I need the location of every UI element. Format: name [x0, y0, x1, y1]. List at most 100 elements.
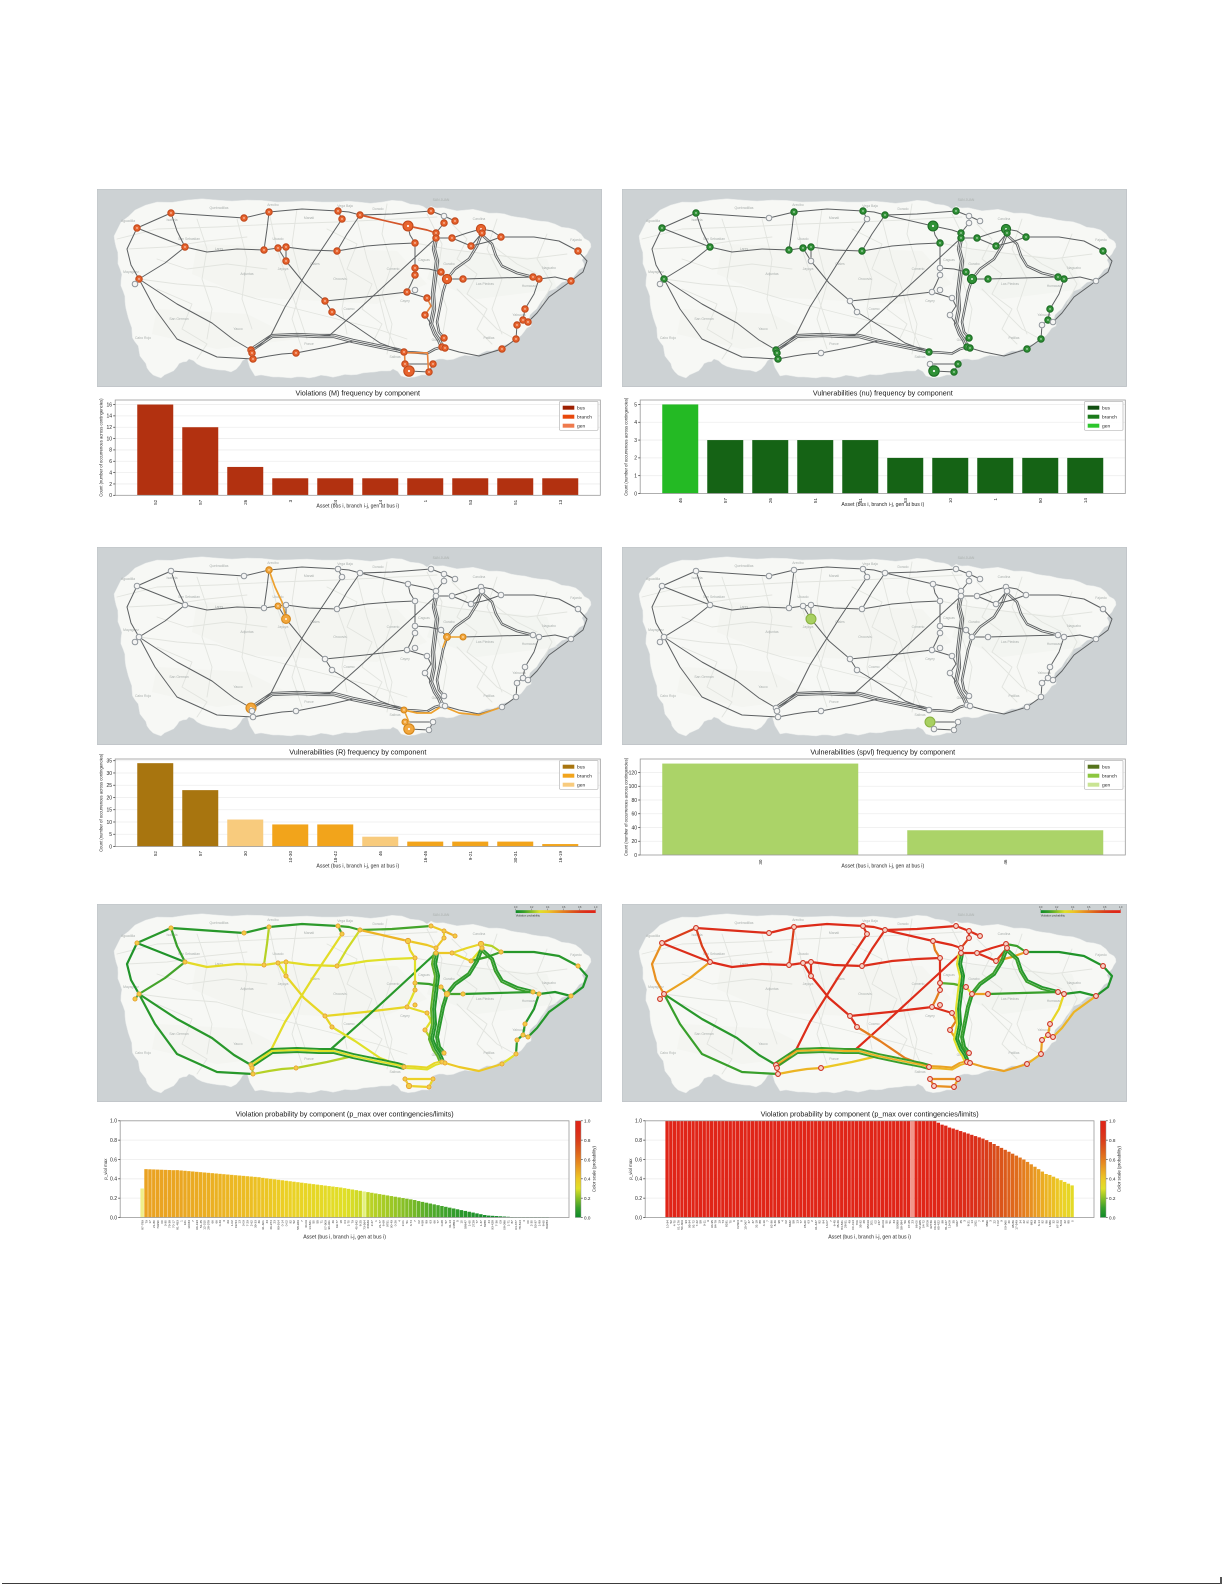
svg-text:Aguadilla: Aguadilla	[646, 934, 660, 938]
svg-text:91-601: 91-601	[261, 1220, 265, 1230]
svg-text:0.2: 0.2	[1055, 906, 1059, 909]
svg-text:63: 63	[429, 1220, 433, 1224]
svg-text:22: 22	[992, 1220, 996, 1224]
svg-text:Yabucoa: Yabucoa	[1037, 671, 1050, 675]
svg-text:78-513: 78-513	[518, 1220, 522, 1230]
svg-text:Las Piedras: Las Piedras	[476, 640, 494, 644]
svg-text:66: 66	[215, 1220, 219, 1224]
svg-text:9708: 9708	[925, 1220, 929, 1227]
svg-text:Salinas: Salinas	[914, 355, 925, 359]
svg-text:69-77: 69-77	[335, 1220, 339, 1228]
svg-text:84: 84	[821, 1220, 825, 1224]
svg-text:46: 46	[678, 498, 683, 504]
svg-text:Caguas: Caguas	[943, 973, 955, 977]
svg-text:57: 57	[198, 850, 203, 856]
svg-text:7: 7	[300, 1220, 304, 1222]
svg-text:19-08: 19-08	[947, 1220, 951, 1228]
svg-text:Orocovis: Orocovis	[858, 635, 872, 639]
svg-text:1386: 1386	[1048, 1220, 1052, 1227]
svg-text:4-70: 4-70	[673, 1220, 677, 1226]
svg-text:p_viol max: p_viol max	[103, 1158, 108, 1180]
svg-text:Asset (bus i, branch i-j, gen: Asset (bus i, branch i-j, gen at bus i)	[304, 1235, 387, 1241]
svg-text:Vega Baja: Vega Baja	[338, 562, 354, 566]
svg-text:3: 3	[634, 438, 637, 444]
svg-text:52: 52	[669, 1220, 673, 1224]
svg-text:Orocovis: Orocovis	[334, 277, 348, 281]
svg-text:0: 0	[634, 852, 637, 858]
svg-text:7-29: 7-29	[246, 1220, 250, 1226]
svg-text:Violation probability by compo: Violation probability by component (p_ma…	[760, 1110, 978, 1119]
svg-text:73-564: 73-564	[363, 1220, 367, 1230]
svg-text:683: 683	[1029, 1220, 1033, 1225]
svg-text:Arecibo: Arecibo	[268, 203, 280, 207]
svg-text:Arecibo: Arecibo	[792, 918, 804, 922]
svg-text:12: 12	[107, 425, 113, 431]
svg-text:Cabo Rojo: Cabo Rojo	[135, 1051, 151, 1055]
svg-text:0.4: 0.4	[546, 906, 550, 909]
svg-text:21-77: 21-77	[378, 1220, 382, 1228]
svg-text:81-453: 81-453	[176, 1220, 180, 1230]
svg-text:10: 10	[107, 436, 113, 442]
svg-text:3-90: 3-90	[164, 1220, 168, 1226]
svg-text:7: 7	[829, 1220, 833, 1222]
svg-text:36: 36	[257, 1220, 261, 1224]
svg-text:San German: San German	[694, 675, 713, 679]
svg-text:6: 6	[732, 1220, 736, 1222]
svg-text:Jayuya: Jayuya	[278, 982, 289, 986]
svg-text:66: 66	[211, 1220, 215, 1224]
svg-text:Ponce: Ponce	[304, 342, 314, 346]
svg-text:San German: San German	[694, 1032, 713, 1036]
svg-text:Manati: Manati	[304, 216, 314, 220]
svg-text:72-965: 72-965	[918, 1220, 922, 1230]
svg-text:Carolina: Carolina	[997, 575, 1010, 579]
svg-text:13: 13	[238, 1220, 242, 1224]
svg-text:201: 201	[869, 1220, 873, 1225]
svg-text:Lares: Lares	[740, 962, 749, 966]
svg-text:84-841: 84-841	[840, 1220, 844, 1230]
svg-text:79: 79	[145, 1220, 149, 1224]
svg-text:Caguas: Caguas	[418, 258, 430, 262]
svg-text:02: 02	[873, 1220, 877, 1224]
svg-text:Coamo: Coamo	[868, 1022, 879, 1026]
svg-text:Comerio: Comerio	[387, 625, 400, 629]
svg-text:Dorado: Dorado	[897, 922, 908, 926]
svg-text:2728: 2728	[472, 1220, 476, 1227]
svg-text:San Sebastian: San Sebastian	[703, 595, 725, 599]
svg-text:Carolina: Carolina	[473, 932, 486, 936]
svg-text:Coamo: Coamo	[344, 1022, 355, 1026]
svg-text:18-42: 18-42	[333, 850, 338, 862]
svg-text:66-00: 66-00	[914, 1220, 918, 1228]
svg-text:7-36: 7-36	[495, 1220, 499, 1226]
svg-text:Jayuya: Jayuya	[278, 625, 289, 629]
svg-text:3: 3	[988, 1220, 992, 1222]
svg-text:Comerio: Comerio	[387, 267, 400, 271]
svg-text:San German: San German	[694, 317, 713, 321]
svg-text:58-384: 58-384	[899, 1220, 903, 1230]
svg-text:09-54: 09-54	[234, 1220, 238, 1228]
svg-text:14: 14	[107, 414, 113, 420]
svg-text:Adjuntas: Adjuntas	[765, 630, 778, 634]
svg-text:62-96: 62-96	[769, 1220, 773, 1228]
svg-text:0.6: 0.6	[562, 906, 566, 909]
svg-text:Color scale (probability): Color scale (probability)	[592, 1146, 597, 1193]
svg-text:32: 32	[1052, 1220, 1056, 1224]
svg-text:San German: San German	[170, 675, 189, 679]
svg-text:0.0: 0.0	[1039, 906, 1043, 909]
svg-text:0.4: 0.4	[635, 1177, 642, 1183]
svg-text:Cabo Rojo: Cabo Rojo	[660, 336, 676, 340]
svg-text:91: 91	[1026, 1220, 1030, 1224]
svg-text:Gurabo: Gurabo	[968, 620, 979, 624]
svg-text:Las Piedras: Las Piedras	[1001, 282, 1019, 286]
svg-text:San German: San German	[170, 1032, 189, 1036]
svg-text:Naguabo: Naguabo	[1067, 266, 1081, 270]
svg-text:Count (number of occurrences a: Count (number of occurrences across cont…	[99, 398, 104, 497]
svg-text:Ciales: Ciales	[311, 620, 321, 624]
svg-text:branch: branch	[577, 773, 592, 779]
svg-text:0-49: 0-49	[219, 1220, 223, 1226]
svg-text:28-378: 28-378	[207, 1220, 211, 1230]
svg-text:0.2: 0.2	[1109, 1196, 1116, 1201]
svg-text:17-549: 17-549	[1014, 1220, 1018, 1230]
svg-text:05-60: 05-60	[803, 1220, 807, 1228]
svg-text:13: 13	[795, 1220, 799, 1224]
svg-text:San Sebastian: San Sebastian	[178, 237, 200, 241]
